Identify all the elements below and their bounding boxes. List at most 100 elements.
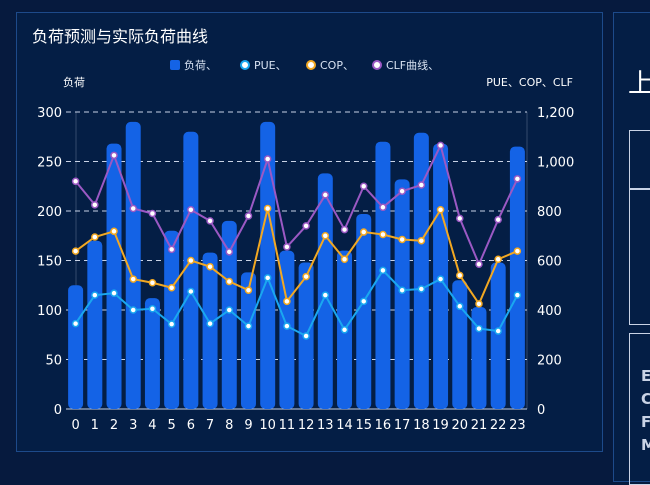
x-tick-label: 22 bbox=[490, 418, 507, 433]
data-point bbox=[398, 235, 406, 244]
x-tick-label: 13 bbox=[317, 418, 334, 433]
data-point bbox=[167, 283, 176, 292]
data-point bbox=[167, 320, 176, 328]
data-point bbox=[340, 326, 349, 334]
data-point bbox=[359, 182, 368, 190]
bar bbox=[164, 230, 180, 409]
y-left-tick-label: 0 bbox=[54, 403, 62, 418]
data-point bbox=[206, 217, 214, 225]
data-point bbox=[398, 286, 406, 294]
data-point bbox=[379, 266, 387, 275]
bar bbox=[509, 146, 525, 409]
data-point bbox=[436, 206, 445, 214]
legend-label: 负荷、 bbox=[184, 58, 217, 72]
data-point bbox=[379, 230, 387, 239]
data-point bbox=[494, 215, 502, 224]
data-point bbox=[513, 291, 522, 299]
data-point bbox=[110, 151, 118, 160]
x-tick-label: 15 bbox=[355, 418, 372, 433]
x-tick-label: 4 bbox=[148, 418, 156, 433]
x-tick-label: 1 bbox=[91, 418, 99, 433]
right-panel-letter: E bbox=[641, 367, 650, 385]
data-point bbox=[359, 297, 368, 306]
bar bbox=[260, 121, 276, 410]
y-left-axis-title: 负荷 bbox=[63, 75, 85, 89]
x-tick-label: 7 bbox=[206, 418, 214, 433]
bar bbox=[317, 173, 333, 409]
bar bbox=[106, 143, 122, 409]
data-point bbox=[187, 287, 195, 296]
bar bbox=[68, 285, 84, 409]
data-point bbox=[244, 286, 253, 294]
y-left-tick-label: 150 bbox=[37, 255, 62, 270]
bar bbox=[87, 240, 103, 409]
chart-title: 负荷预测与实际负荷曲线 bbox=[32, 27, 209, 46]
bar bbox=[490, 262, 506, 409]
bar bbox=[394, 179, 410, 409]
data-point bbox=[244, 322, 253, 330]
right-panel: 上 E C F M bbox=[613, 12, 650, 485]
x-tick-label: 3 bbox=[129, 418, 137, 433]
x-tick-label: 12 bbox=[298, 418, 315, 433]
y-right-tick-label: 400 bbox=[537, 304, 562, 319]
data-point bbox=[225, 306, 234, 314]
data-point bbox=[283, 243, 291, 251]
data-point bbox=[110, 227, 118, 236]
data-point bbox=[456, 214, 464, 223]
x-tick-label: 16 bbox=[375, 418, 392, 433]
data-point bbox=[206, 319, 214, 328]
data-point bbox=[71, 247, 80, 255]
data-point bbox=[436, 275, 445, 283]
y-right-tick-label: 600 bbox=[537, 255, 562, 270]
data-point bbox=[283, 297, 291, 306]
data-point bbox=[436, 141, 445, 150]
data-point bbox=[91, 201, 99, 209]
right-panel-letter: C bbox=[641, 390, 650, 408]
data-point bbox=[71, 319, 80, 328]
x-tick-label: 5 bbox=[168, 418, 176, 433]
data-point bbox=[263, 155, 272, 163]
data-point bbox=[148, 279, 157, 287]
data-point bbox=[302, 222, 310, 230]
legend-marker bbox=[240, 60, 250, 70]
bar bbox=[202, 252, 218, 409]
data-point bbox=[263, 204, 272, 213]
legend-marker bbox=[372, 60, 382, 70]
x-tick-label: 18 bbox=[413, 418, 430, 433]
data-point bbox=[110, 289, 118, 297]
right-panel-letter: M bbox=[641, 436, 650, 454]
data-point bbox=[321, 232, 330, 240]
data-point bbox=[129, 275, 137, 283]
x-tick-label: 2 bbox=[110, 418, 118, 433]
x-tick-label: 8 bbox=[225, 418, 233, 433]
data-point bbox=[494, 327, 502, 335]
data-point bbox=[417, 236, 426, 245]
data-point bbox=[379, 203, 387, 212]
data-point bbox=[302, 332, 310, 340]
data-point bbox=[244, 212, 253, 220]
bar bbox=[452, 280, 468, 409]
legend-label: CLF曲线、 bbox=[386, 58, 439, 72]
x-tick-label: 21 bbox=[471, 418, 488, 433]
data-point bbox=[206, 262, 214, 271]
data-point bbox=[494, 255, 502, 264]
data-point bbox=[340, 225, 349, 234]
right-panel-heading: 上 bbox=[628, 69, 650, 99]
y-right-tick-label: 200 bbox=[537, 354, 562, 369]
bar bbox=[240, 272, 256, 409]
bar bbox=[221, 220, 237, 409]
legend-swatch bbox=[170, 60, 180, 70]
data-point bbox=[129, 204, 137, 213]
legend-label: PUE、 bbox=[254, 59, 287, 72]
data-point bbox=[340, 255, 349, 264]
data-point bbox=[263, 274, 272, 282]
x-tick-label: 9 bbox=[244, 418, 252, 433]
data-point bbox=[456, 271, 464, 280]
data-point bbox=[148, 305, 157, 313]
data-point bbox=[475, 260, 483, 268]
legend-label: COP、 bbox=[320, 59, 354, 72]
data-point bbox=[456, 302, 464, 311]
y-right-tick-label: 800 bbox=[537, 205, 562, 220]
data-point bbox=[129, 306, 137, 314]
